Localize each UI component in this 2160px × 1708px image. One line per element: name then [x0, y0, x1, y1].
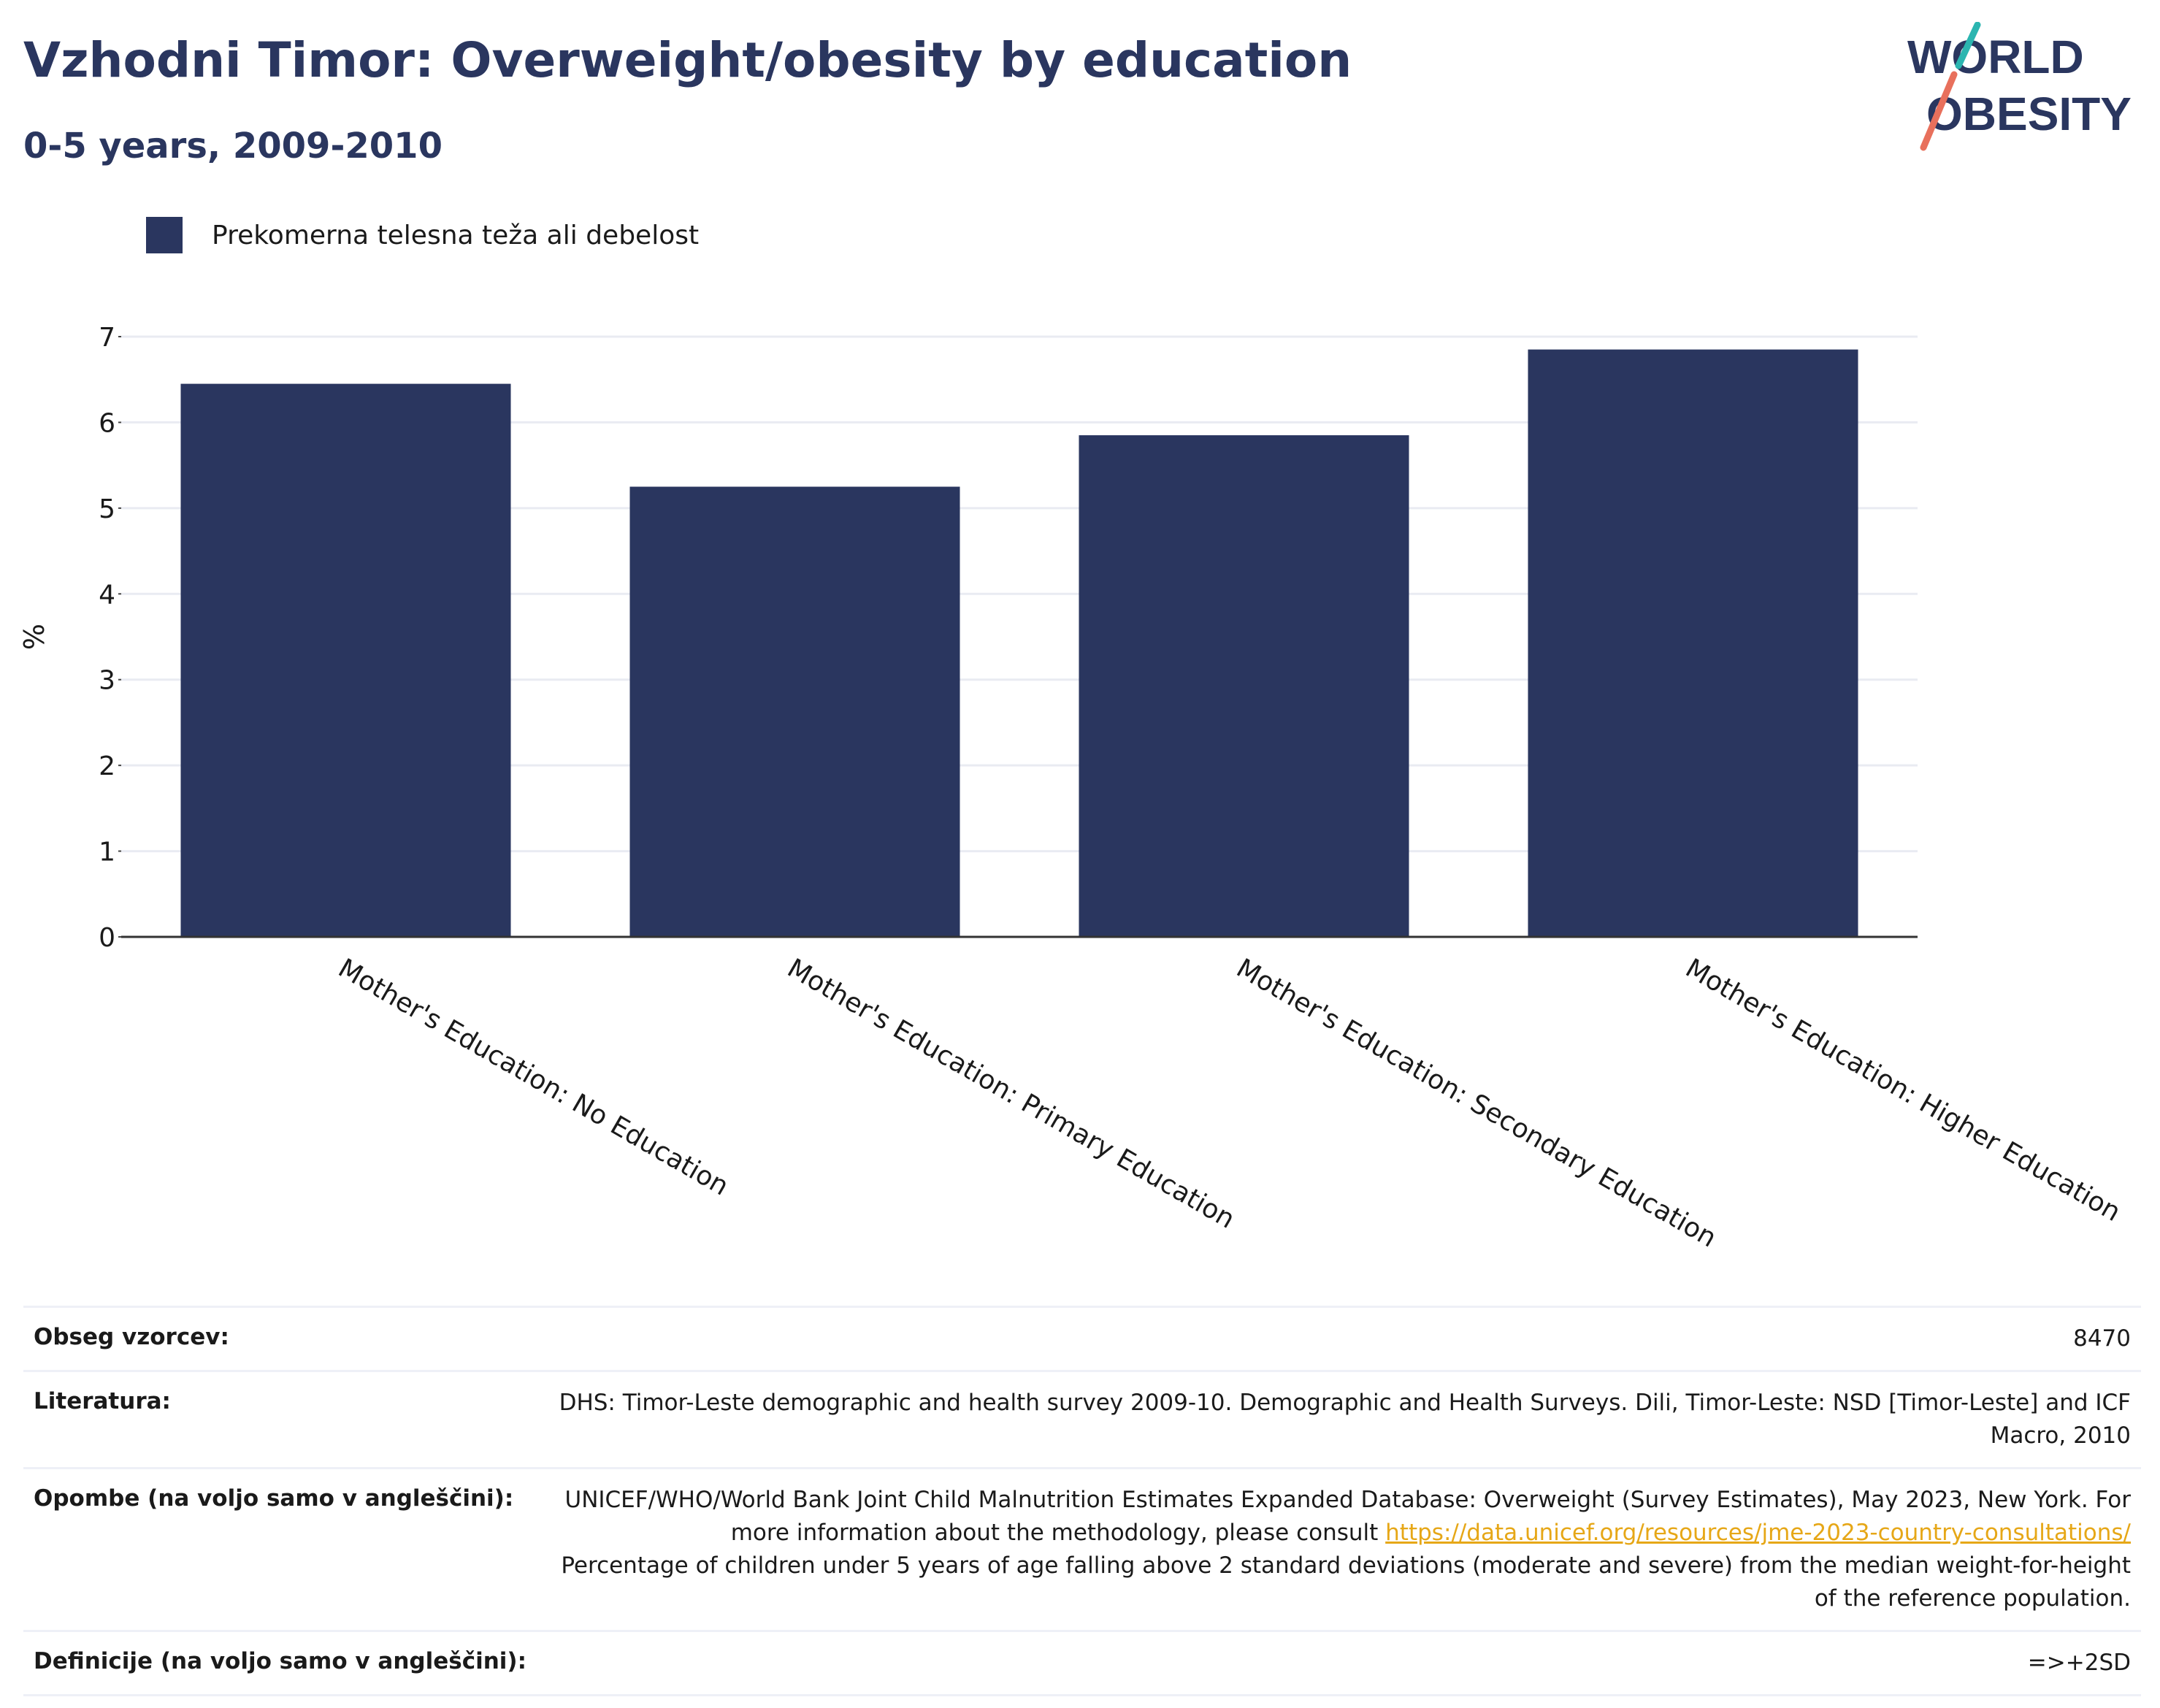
logo-word-world: WORLD — [1907, 31, 2084, 83]
info-row-sample-size: Obseg vzorcev: 8470 — [23, 1306, 2141, 1370]
y-tick-label: 0 — [99, 923, 115, 953]
bars-layer — [180, 349, 1858, 938]
definitions-value: =>+2SD — [2027, 1650, 2131, 1676]
y-tick-label: 6 — [99, 408, 115, 438]
axis-layer — [118, 336, 1918, 938]
notes-text-2: Percentage of children under 5 years of … — [561, 1552, 2131, 1612]
info-row-definitions: Definicije (na voljo samo v angleščini):… — [23, 1630, 2141, 1696]
bar — [1079, 435, 1409, 937]
notes-label: Opombe (na voljo samo v angleščini): — [34, 1485, 514, 1512]
y-tick-label: 2 — [99, 751, 115, 781]
notes-value: UNICEF/WHO/World Bank Joint Child Malnut… — [554, 1484, 2131, 1615]
sample-size-value: 8470 — [2073, 1325, 2131, 1352]
legend-label: Prekomerna telesna teža ali debelost — [212, 220, 700, 250]
x-tick-label: Mother's Education: Secondary Education — [1231, 953, 1721, 1253]
info-row-notes: Opombe (na voljo samo v angleščini): UNI… — [23, 1467, 2141, 1630]
world-obesity-logo: WORLD OBESITY — [1907, 22, 2132, 151]
y-tick-label: 4 — [99, 580, 115, 610]
literature-label: Literatura: — [34, 1388, 171, 1414]
logo-slash-bottom — [1920, 71, 1958, 151]
y-tick-label: 7 — [99, 323, 115, 353]
chart-title: Vzhodni Timor: Overweight/obesity by edu… — [23, 32, 1352, 88]
legend[interactable]: Prekomerna telesna teža ali debelost — [146, 216, 699, 254]
x-tick-label: Mother's Education: Primary Education — [782, 953, 1239, 1234]
definitions-label: Definicije (na voljo samo v angleščini): — [34, 1648, 526, 1674]
bar — [629, 486, 960, 937]
logo-word-obesity: OBESITY — [1926, 88, 2132, 140]
bar — [180, 383, 511, 937]
notes-text-1: UNICEF/WHO/World Bank Joint Child Malnut… — [564, 1487, 2132, 1546]
y-tick-label: 1 — [99, 838, 115, 868]
literature-value: DHS: Timor-Leste demographic and health … — [559, 1390, 2131, 1449]
legend-swatch — [146, 217, 183, 253]
sample-size-label: Obseg vzorcev: — [34, 1324, 229, 1350]
y-axis-label: % — [18, 624, 50, 650]
chart-subtitle: 0-5 years, 2009-2010 — [23, 126, 443, 166]
info-row-literature: Literatura: DHS: Timor-Leste demographic… — [23, 1370, 2141, 1467]
x-tick-label: Mother's Education: Higher Education — [1680, 953, 2126, 1228]
bar-chart: 0 1 2 3 4 5 6 7 Mother's Education: No Education… — [18, 323, 2126, 1254]
bar — [1528, 349, 1858, 938]
y-tick-label: 5 — [99, 494, 115, 524]
notes-link[interactable]: https://data.unicef.org/resources/jme-20… — [1385, 1520, 2131, 1546]
x-tick-label: Mother's Education: No Education — [333, 953, 733, 1201]
y-tick-label: 3 — [99, 666, 115, 696]
info-table: Obseg vzorcev: 8470 Literatura: DHS: Tim… — [23, 1306, 2141, 1696]
logo-slash-top — [1955, 22, 1981, 69]
